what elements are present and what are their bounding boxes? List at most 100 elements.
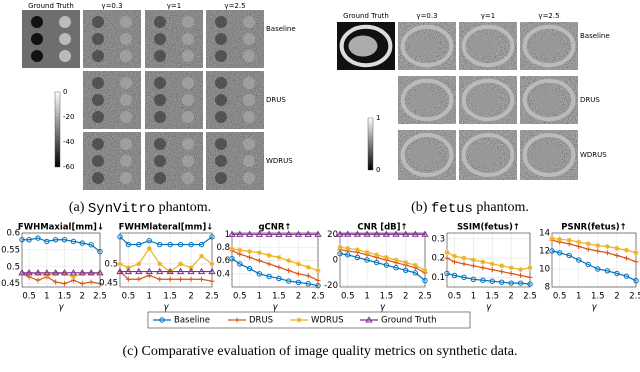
marker — [444, 270, 450, 277]
image — [206, 10, 264, 68]
marker — [97, 271, 103, 276]
fetus-body — [409, 35, 439, 57]
series-line — [339, 252, 426, 282]
x-axis-label: γ — [591, 303, 597, 313]
marker — [117, 234, 123, 240]
marker — [146, 245, 152, 251]
marker — [167, 276, 173, 282]
marker — [286, 258, 292, 264]
inclusion — [182, 138, 194, 150]
marker — [354, 247, 360, 253]
marker — [136, 276, 142, 282]
marker — [595, 243, 601, 249]
marker — [62, 281, 68, 287]
inclusion — [215, 33, 227, 45]
marker — [337, 244, 343, 250]
marker — [315, 268, 321, 274]
column-label: Ground Truth — [28, 2, 74, 10]
marker — [135, 267, 143, 275]
marker — [52, 237, 59, 243]
marker — [304, 230, 312, 237]
y-tick-label: 8 — [545, 283, 550, 293]
inclusion — [59, 50, 71, 62]
fetus-body — [531, 144, 561, 166]
marker — [88, 271, 94, 276]
x-tick-label: 2.5 — [311, 292, 325, 302]
inclusion — [120, 111, 132, 123]
marker — [576, 244, 582, 249]
legend-item: Ground Truth — [360, 316, 437, 326]
inclusion — [120, 94, 132, 106]
x-tick-label: 2.5 — [629, 292, 640, 302]
caption-part: phantom. — [159, 200, 212, 215]
inclusion — [120, 172, 132, 184]
marker — [508, 271, 514, 276]
marker — [275, 230, 283, 237]
marker — [62, 271, 68, 276]
image-tint — [145, 71, 203, 129]
marker — [167, 241, 173, 248]
marker — [549, 248, 555, 254]
marker — [255, 230, 264, 237]
marker — [197, 267, 206, 275]
marker — [157, 261, 163, 267]
row-label: Baseline — [580, 32, 610, 40]
image-bg — [22, 10, 80, 68]
marker — [518, 272, 524, 278]
y-tick-label: 14 — [539, 229, 550, 239]
marker — [97, 248, 103, 255]
fetus-ring — [461, 78, 515, 122]
marker — [633, 250, 639, 256]
x-tick-label: 1.5 — [163, 292, 177, 302]
colorbar-tick-label: 0 — [376, 166, 380, 174]
marker — [166, 267, 174, 275]
legend-label: DRUS — [249, 316, 273, 326]
plot-frame — [446, 232, 531, 288]
y-tick-label: 0.2 — [431, 254, 445, 264]
marker — [411, 230, 420, 237]
marker — [136, 261, 142, 267]
inclusion — [154, 33, 166, 45]
x-axis-label: γ — [58, 303, 64, 313]
marker — [576, 239, 582, 245]
inclusion — [92, 155, 104, 167]
inclusion — [182, 77, 194, 89]
inclusion — [92, 111, 104, 123]
legend-box — [147, 311, 471, 329]
marker — [187, 267, 195, 275]
legend-label: WDRUS — [311, 316, 343, 326]
marker — [34, 269, 42, 276]
image — [145, 71, 203, 129]
marker — [296, 317, 302, 323]
marker — [382, 230, 391, 237]
y-tick-label: 1 — [225, 230, 230, 240]
marker — [470, 257, 476, 263]
marker — [285, 278, 292, 284]
marker — [60, 269, 69, 276]
row-label: WDRUS — [266, 157, 293, 165]
marker — [374, 252, 380, 258]
marker — [315, 282, 321, 289]
marker — [585, 261, 591, 268]
series-line — [21, 272, 101, 285]
inclusion — [31, 33, 43, 45]
marker — [633, 278, 639, 284]
marker — [604, 268, 611, 274]
marker — [422, 277, 428, 284]
fetus-body — [531, 89, 561, 111]
image — [459, 130, 517, 180]
marker — [209, 234, 215, 240]
marker — [489, 267, 495, 273]
marker — [35, 235, 41, 241]
marker — [508, 265, 514, 271]
marker — [285, 230, 293, 237]
marker — [461, 255, 467, 261]
fetus-body — [409, 144, 439, 166]
plot-frame — [119, 232, 213, 288]
marker — [364, 249, 370, 255]
marker — [256, 250, 262, 256]
x-tick-label: 1 — [576, 292, 581, 302]
marker — [294, 230, 303, 237]
marker — [69, 269, 78, 276]
